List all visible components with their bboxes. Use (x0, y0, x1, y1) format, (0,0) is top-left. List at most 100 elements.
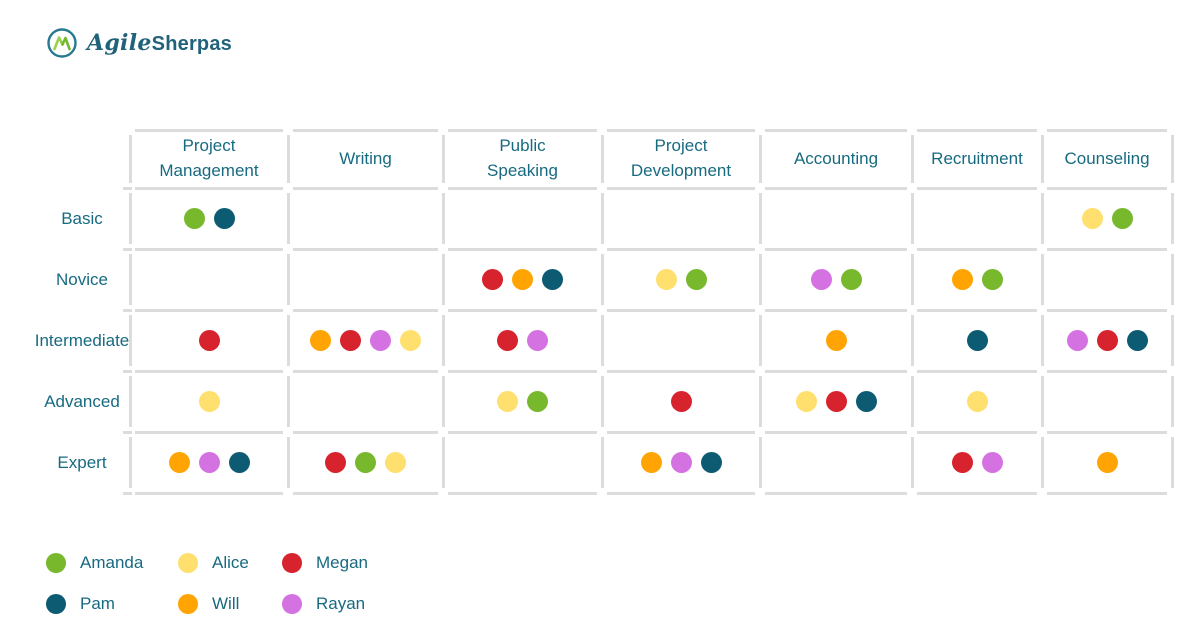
row-label-advanced: Advanced (40, 371, 132, 434)
matrix-cell-intermediate-public-speaking (443, 310, 604, 373)
skill-dot-amanda (183, 208, 205, 229)
matrix-cell-basic-accounting (760, 188, 914, 251)
matrix-cell-intermediate-writing (288, 310, 445, 373)
matrix-cell-basic-writing (288, 188, 445, 251)
matrix-cell-basic-counseling (1042, 188, 1174, 251)
matrix-cell-advanced-counseling (1042, 371, 1174, 434)
skill-dot-alice (497, 391, 518, 412)
matrix-cell-novice-accounting (760, 249, 914, 312)
legend-item-rayan: Rayan (282, 583, 368, 624)
col-header-public-speaking: Public Speaking (443, 128, 604, 190)
skill-dot-will (1096, 452, 1118, 473)
brand-name-bold: Sherpas (151, 33, 232, 55)
matrix-cell-basic-project-development (602, 188, 762, 251)
matrix-corner (40, 130, 132, 190)
col-header-project-development: Project Development (602, 128, 762, 190)
skill-dot-will (825, 330, 847, 351)
legend-item-will: Will (178, 583, 282, 624)
skill-dot-amanda (355, 452, 376, 473)
skill-dot-alice (655, 269, 677, 290)
matrix-cell-novice-public-speaking (443, 249, 604, 312)
skill-dot-pam (855, 391, 877, 412)
skill-dot-megan (198, 330, 220, 351)
legend-item-amanda: Amanda (46, 542, 178, 583)
legend-label-rayan: Rayan (316, 593, 366, 613)
matrix-cell-basic-project-management (128, 188, 290, 251)
legend-item-pam: Pam (46, 583, 178, 624)
legend-label-megan: Megan (316, 552, 368, 572)
matrix-cell-intermediate-accounting (760, 310, 914, 373)
matrix-cell-basic-public-speaking (443, 188, 604, 251)
skill-dot-alice (966, 391, 988, 412)
matrix-cell-advanced-recruitment (912, 371, 1044, 434)
legend-label-alice: Alice (212, 552, 249, 572)
skill-dot-pam (213, 208, 235, 229)
row-label-novice: Novice (40, 249, 132, 312)
col-header-writing: Writing (288, 128, 445, 190)
legend-label-will: Will (212, 593, 240, 613)
skill-dot-megan (951, 452, 973, 473)
skill-dot-rayan (981, 452, 1003, 473)
legend-dot-amanda (46, 552, 66, 573)
matrix-cell-expert-public-speaking (443, 432, 604, 495)
col-header-counseling: Counseling (1042, 128, 1174, 190)
skill-dot-amanda (685, 269, 707, 290)
matrix-cell-intermediate-recruitment (912, 310, 1044, 373)
skill-dot-pam (542, 269, 563, 290)
skill-dot-amanda (840, 269, 862, 290)
matrix-cell-expert-accounting (760, 432, 914, 495)
skill-dot-rayan (527, 330, 548, 351)
skill-dot-megan (340, 330, 361, 351)
skill-matrix: Project Management Writing Public Speaking… (35, 128, 1174, 495)
matrix-cell-expert-project-management (128, 432, 290, 495)
skill-dot-alice (1081, 208, 1103, 229)
col-header-accounting: Accounting (760, 128, 914, 190)
matrix-cell-advanced-accounting (760, 371, 914, 434)
brand-name-script: Agile (87, 30, 152, 56)
skill-dot-amanda (527, 391, 548, 412)
legend-dot-megan (282, 552, 302, 573)
legend-dot-rayan (282, 593, 302, 614)
skill-dot-pam (966, 330, 988, 351)
brand-name: Agile Sherpas (87, 30, 232, 56)
matrix-cell-expert-project-development (602, 432, 762, 495)
matrix-cell-advanced-project-management (128, 371, 290, 434)
matrix-cell-novice-writing (288, 249, 445, 312)
matrix-cell-novice-project-development (602, 249, 762, 312)
skill-dot-megan (825, 391, 847, 412)
matrix-cell-intermediate-project-management (128, 310, 290, 373)
matrix-cell-expert-writing (288, 432, 445, 495)
skill-dot-rayan (1066, 330, 1088, 351)
skill-dot-megan (325, 452, 346, 473)
skill-dot-rayan (198, 452, 220, 473)
legend-label-pam: Pam (80, 593, 115, 613)
skill-dot-megan (670, 391, 692, 412)
legend-item-megan: Megan (282, 542, 368, 583)
matrix-cell-basic-recruitment (912, 188, 1044, 251)
matrix-cell-expert-recruitment (912, 432, 1044, 495)
skill-dot-amanda (981, 269, 1003, 290)
skill-dot-amanda (1111, 208, 1133, 229)
skill-dot-megan (482, 269, 503, 290)
legend-dot-pam (46, 593, 66, 614)
col-header-project-management: Project Management (128, 128, 290, 190)
matrix-cell-advanced-project-development (602, 371, 762, 434)
col-header-recruitment: Recruitment (912, 128, 1044, 190)
matrix-cell-expert-counseling (1042, 432, 1174, 495)
skill-dot-will (512, 269, 533, 290)
matrix-cell-intermediate-counseling (1042, 310, 1174, 373)
legend: Amanda Alice Megan Pam Will Rayan (46, 542, 368, 624)
legend-item-alice: Alice (178, 542, 282, 583)
legend-dot-will (178, 593, 198, 614)
skill-dot-alice (385, 452, 406, 473)
matrix-cell-novice-recruitment (912, 249, 1044, 312)
skill-dot-rayan (370, 330, 391, 351)
skill-dot-pam (700, 452, 722, 473)
row-label-intermediate: Intermediate (35, 310, 132, 373)
matrix-cell-intermediate-project-development (602, 310, 762, 373)
skill-dot-will (951, 269, 973, 290)
mountain-monogram-icon (47, 28, 77, 58)
row-label-expert: Expert (40, 432, 132, 495)
skill-dot-megan (497, 330, 518, 351)
skill-dot-will (640, 452, 662, 473)
